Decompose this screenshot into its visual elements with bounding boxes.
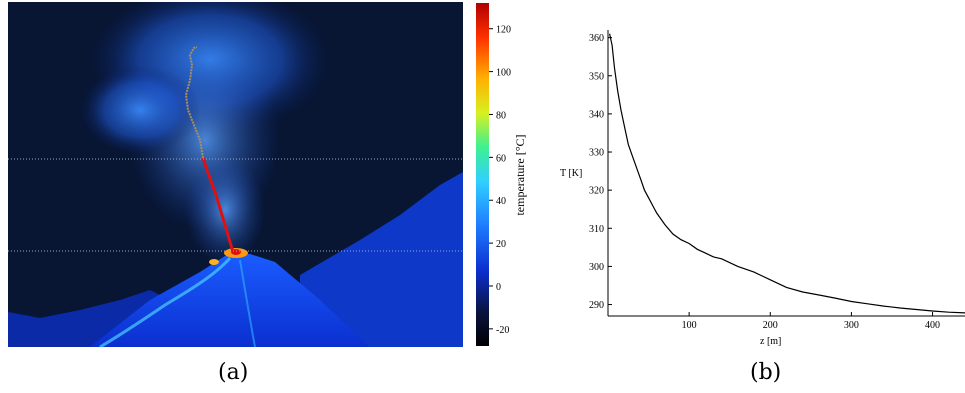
y-tick-label: 330	[589, 148, 604, 159]
y-tick-label: 350	[589, 71, 604, 82]
colorbar-tick-label: 80	[496, 110, 506, 121]
lava-flow-2	[239, 259, 256, 347]
colorbar-tick-label: 60	[496, 153, 506, 164]
right-ridge	[300, 172, 463, 347]
plume-lower	[185, 155, 265, 265]
y-tick-label: 360	[589, 33, 604, 44]
colorbar-ticks: 120 100 80 60 40 20 0 -20	[489, 25, 511, 336]
x-tick-label: 100	[682, 320, 697, 331]
x-tick-label: 200	[763, 320, 778, 331]
x-tick-label: 300	[844, 320, 859, 331]
axis-ticks: 100 200 300 400 290 300 310 320 330 340 350 360	[589, 33, 940, 331]
y-axis-label: T [K]	[560, 168, 582, 179]
plume-trajectory	[184, 46, 204, 159]
colorbar-tick-label: 20	[496, 239, 506, 250]
colorbar-gradient	[476, 3, 489, 346]
colorbar-tick-label: 120	[496, 25, 511, 36]
x-tick-label: 400	[925, 320, 940, 331]
caption-a: (a)	[218, 360, 249, 385]
colorbar-label: temperature [°C]	[513, 134, 527, 215]
y-tick-label: 310	[589, 224, 604, 235]
x-axis-label: z [m]	[760, 336, 781, 347]
plume-left	[80, 65, 200, 155]
colorbar-tick-label: 40	[496, 196, 506, 207]
thermal-image	[8, 2, 463, 347]
colorbar-tick-label: 0	[496, 282, 501, 293]
line-chart: 100 200 300 400 290 300 310 320 330 340 350 360 T […	[560, 30, 965, 347]
lava-flow	[99, 257, 232, 347]
vent-left	[209, 259, 219, 265]
y-tick-label: 290	[589, 300, 604, 311]
caption-b: (b)	[750, 360, 782, 385]
colorbar: 120 100 80 60 40 20 0 -20 temperature [°C]	[476, 3, 527, 346]
colorbar-tick-label: -20	[496, 325, 509, 336]
y-tick-label: 320	[589, 186, 604, 197]
y-tick-label: 340	[589, 109, 604, 120]
hot-jet	[201, 157, 235, 253]
series-line	[609, 33, 965, 314]
colorbar-tick-label: 100	[496, 68, 511, 79]
y-tick-label: 300	[589, 262, 604, 273]
volcano-cone	[90, 254, 370, 347]
